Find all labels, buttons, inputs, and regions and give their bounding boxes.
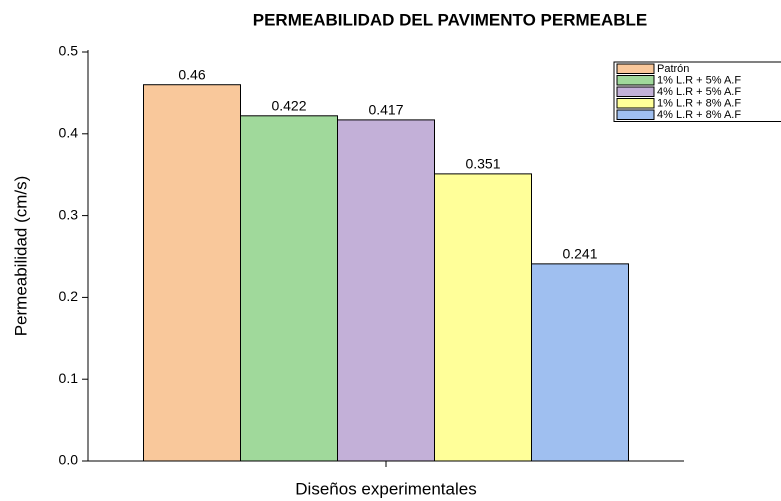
- y-tick-label: 0.1: [59, 370, 79, 386]
- y-tick-label: 0.3: [59, 206, 79, 222]
- x-axis-label: Diseños experimentales: [295, 479, 476, 498]
- y-tick-label: 0.4: [59, 125, 79, 141]
- legend-swatch: [616, 63, 655, 74]
- bar: [337, 119, 435, 462]
- bar: [434, 173, 532, 462]
- legend-label: 4% L.R + 5% A.F: [657, 86, 741, 98]
- data-label: 0.422: [271, 98, 306, 114]
- data-label: 0.241: [562, 246, 597, 262]
- y-tick-label: 0.0: [59, 452, 79, 468]
- legend-label: Patrón: [657, 63, 689, 75]
- legend-swatch: [616, 75, 655, 86]
- y-tick-label: 0.5: [59, 43, 79, 59]
- legend-swatch: [616, 98, 655, 109]
- legend-label: 1% L.R + 8% A.F: [657, 98, 741, 110]
- y-axis-label: Permeabilidad (cm/s): [11, 176, 30, 337]
- legend-label: 1% L.R + 5% A.F: [657, 75, 741, 87]
- data-label: 0.351: [465, 156, 500, 172]
- chart-title: PERMEABILIDAD DEL PAVIMENTO PERMEABLE: [253, 10, 648, 29]
- bar: [143, 84, 241, 462]
- bar: [240, 115, 338, 462]
- legend-swatch: [616, 86, 655, 97]
- bar: [531, 263, 629, 462]
- legend-swatch: [616, 109, 655, 120]
- legend-label: 4% L.R + 8% A.F: [657, 109, 741, 121]
- data-label: 0.417: [368, 102, 403, 118]
- data-label: 0.46: [178, 66, 205, 82]
- y-tick-label: 0.2: [59, 288, 79, 304]
